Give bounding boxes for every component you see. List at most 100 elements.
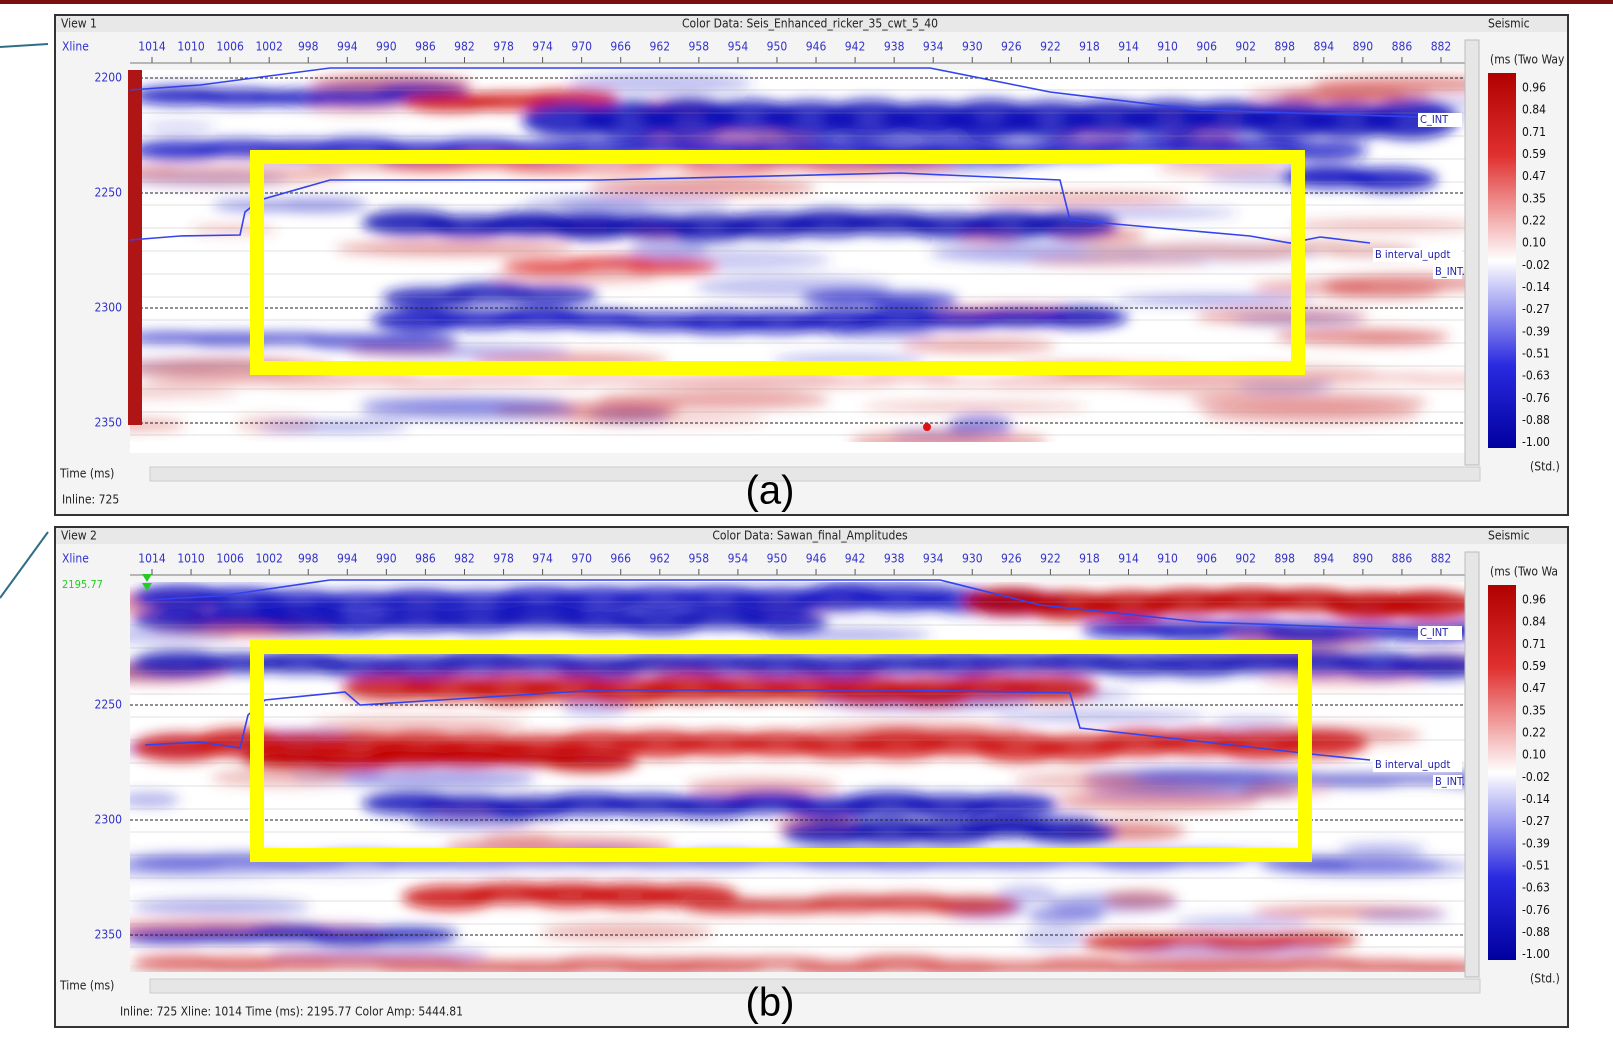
xline-tick-label: 1002 — [255, 40, 282, 54]
colorbar-label: 0.96 — [1522, 593, 1546, 607]
amplitude-patch — [554, 197, 651, 215]
amplitude-patch — [130, 388, 241, 397]
xline-tick-label: 946 — [806, 552, 827, 566]
amplitude-patch — [359, 401, 577, 419]
xline-tick-label: 938 — [884, 552, 905, 566]
colorbar-label: -0.51 — [1522, 346, 1550, 360]
amplitude-patch — [1324, 282, 1441, 300]
amplitude-band — [1032, 306, 1128, 328]
colorbar-label: -1.00 — [1522, 947, 1550, 961]
callout-line — [0, 531, 49, 599]
xline-tick-label: 890 — [1353, 40, 1374, 54]
xline-tick-label: 946 — [806, 40, 827, 54]
time-axis-label: Time (ms) — [59, 979, 114, 993]
view-title: View 1 — [61, 17, 97, 31]
time-marker-label: 2195.77 — [62, 578, 103, 591]
xline-tick-label: 886 — [1392, 552, 1413, 566]
amplitude-patch — [257, 421, 410, 432]
horizon-line — [144, 579, 1421, 631]
colorbar-label: 0.84 — [1522, 103, 1546, 117]
xline-tick-label: 982 — [454, 40, 475, 54]
top-bar — [0, 0, 1613, 4]
xline-tick-label: 950 — [767, 40, 788, 54]
xline-tick-label: 1006 — [216, 40, 244, 54]
xline-tick-label: 998 — [298, 552, 319, 566]
colorbar-label: -0.63 — [1522, 369, 1550, 383]
amplitude-patch — [189, 225, 278, 235]
xline-tick-label: 942 — [845, 552, 866, 566]
amplitude-patch — [899, 338, 1057, 353]
amplitude-band — [1392, 961, 1465, 972]
amplitude-band — [1382, 590, 1465, 620]
amplitude-band — [1402, 375, 1465, 384]
legend-footer: (Std.) — [1530, 460, 1560, 474]
view-title: View 2 — [61, 529, 97, 543]
amplitude-patch — [1116, 294, 1312, 305]
xline-tick-label: 970 — [571, 40, 592, 54]
time-tick-label: 2200 — [95, 71, 123, 85]
xline-tick-label: 942 — [845, 40, 866, 54]
colorbar-label: -0.88 — [1522, 413, 1550, 427]
horizon-line — [144, 689, 1371, 761]
amplitude-patch — [1189, 391, 1429, 413]
horizon-label: C_INT — [1420, 113, 1449, 126]
horizon-tag — [1433, 265, 1462, 279]
xline-tick-label: 994 — [337, 40, 358, 54]
xline-tick-label: 910 — [1157, 552, 1178, 566]
legend-unit: (ms (Two Wa — [1490, 565, 1558, 579]
colorbar-label: 0.22 — [1522, 213, 1546, 227]
xline-tick-label: 914 — [1118, 552, 1139, 566]
xline-tick-label: 890 — [1353, 552, 1374, 566]
amplitude-patch — [1027, 907, 1105, 924]
horizon-label: B interval_updt — [1375, 758, 1450, 771]
amplitude-patch — [565, 416, 769, 425]
amplitude-band — [542, 751, 638, 772]
view-titlebar — [56, 16, 1567, 32]
colorbar-label: -0.51 — [1522, 858, 1550, 872]
xline-tick-label: 906 — [1196, 40, 1217, 54]
colorbar-label: -0.39 — [1522, 836, 1550, 850]
amplitude-patch — [849, 431, 1049, 442]
horizon-label: B_INT. — [1435, 265, 1465, 278]
amplitude-band — [522, 89, 618, 108]
time-tick-label: 2300 — [95, 813, 123, 827]
horizon-tag — [1418, 626, 1462, 640]
well-dot — [923, 423, 931, 431]
colorbar-label: -0.27 — [1522, 302, 1550, 316]
xline-tick-label: 1002 — [255, 552, 282, 566]
xline-tick-label: 898 — [1274, 40, 1295, 54]
colorbar-label: 0.47 — [1522, 169, 1546, 183]
xline-tick-label: 918 — [1079, 552, 1100, 566]
horizon-tag — [1373, 758, 1462, 772]
xline-tick-label: 954 — [728, 552, 749, 566]
amplitude-patch — [130, 627, 235, 644]
xline-tick-label: 1006 — [216, 552, 244, 566]
amplitude-patch — [210, 768, 352, 787]
amplitude-patch — [629, 238, 708, 259]
xline-tick-label: 958 — [689, 40, 710, 54]
xline-tick-label: 962 — [649, 552, 670, 566]
highlight-box — [250, 150, 1305, 375]
amplitude-band — [922, 896, 1018, 916]
amplitude-band — [1022, 821, 1118, 844]
xline-tick-label: 950 — [767, 552, 788, 566]
amplitude-patch — [130, 792, 180, 808]
amplitude-patch — [342, 768, 536, 790]
colorbar-label: 0.84 — [1522, 615, 1546, 629]
xline-tick-label: 926 — [1001, 40, 1022, 54]
xline-tick-label: 986 — [415, 40, 436, 54]
time-tick-label: 2250 — [95, 186, 123, 200]
amplitude-patch — [1174, 916, 1310, 929]
amplitude-band — [622, 260, 718, 275]
xline-tick-label: 930 — [962, 40, 983, 54]
amplitude-patch — [142, 121, 217, 132]
amplitude-patch — [1259, 675, 1428, 685]
panel-label: (a) — [746, 469, 795, 513]
amplitude-patch — [1290, 219, 1465, 232]
amplitude-patch — [539, 922, 714, 941]
legend-footer: (Std.) — [1530, 972, 1560, 986]
xline-tick-label: 926 — [1001, 552, 1022, 566]
xline-tick-label: 990 — [376, 40, 397, 54]
amplitude-band — [362, 333, 458, 349]
amplitude-patch — [130, 164, 348, 185]
